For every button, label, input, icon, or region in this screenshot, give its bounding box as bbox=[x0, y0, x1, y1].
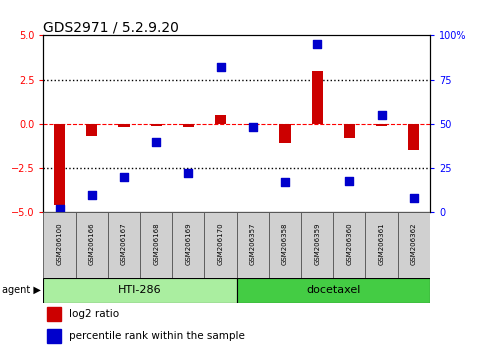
Text: GSM206359: GSM206359 bbox=[314, 223, 320, 265]
FancyBboxPatch shape bbox=[140, 212, 172, 278]
Text: GSM206362: GSM206362 bbox=[411, 223, 417, 265]
Text: GSM206169: GSM206169 bbox=[185, 223, 191, 265]
FancyBboxPatch shape bbox=[269, 212, 301, 278]
Text: GSM206361: GSM206361 bbox=[379, 223, 384, 265]
Point bbox=[88, 192, 96, 198]
Point bbox=[249, 125, 256, 130]
Text: GSM206167: GSM206167 bbox=[121, 223, 127, 265]
Bar bbox=[408, 124, 419, 150]
Bar bbox=[376, 124, 387, 126]
FancyBboxPatch shape bbox=[43, 212, 76, 278]
FancyBboxPatch shape bbox=[333, 212, 366, 278]
FancyBboxPatch shape bbox=[43, 278, 237, 303]
Point bbox=[120, 174, 128, 180]
Bar bbox=[247, 124, 258, 125]
Bar bbox=[118, 124, 129, 126]
Text: docetaxel: docetaxel bbox=[306, 285, 360, 295]
Point bbox=[281, 179, 289, 185]
Point bbox=[185, 171, 192, 176]
FancyBboxPatch shape bbox=[108, 212, 140, 278]
Bar bbox=[47, 329, 61, 343]
Bar bbox=[54, 124, 65, 205]
FancyBboxPatch shape bbox=[398, 212, 430, 278]
Bar bbox=[279, 124, 291, 143]
Text: GSM206357: GSM206357 bbox=[250, 223, 256, 265]
Text: percentile rank within the sample: percentile rank within the sample bbox=[69, 331, 244, 341]
Text: agent ▶: agent ▶ bbox=[2, 285, 41, 295]
Point bbox=[56, 206, 63, 212]
Bar bbox=[344, 124, 355, 138]
FancyBboxPatch shape bbox=[204, 212, 237, 278]
FancyBboxPatch shape bbox=[366, 212, 398, 278]
Bar bbox=[312, 71, 323, 124]
Bar bbox=[183, 124, 194, 126]
Bar bbox=[86, 124, 98, 136]
Text: GSM206168: GSM206168 bbox=[153, 223, 159, 265]
Point bbox=[152, 139, 160, 144]
Text: GSM206360: GSM206360 bbox=[346, 223, 353, 265]
Text: GSM206170: GSM206170 bbox=[217, 223, 224, 265]
FancyBboxPatch shape bbox=[172, 212, 204, 278]
Text: GDS2971 / 5.2.9.20: GDS2971 / 5.2.9.20 bbox=[43, 20, 179, 34]
Text: GSM206166: GSM206166 bbox=[89, 223, 95, 265]
Bar bbox=[151, 124, 162, 126]
Text: log2 ratio: log2 ratio bbox=[69, 309, 119, 319]
Point bbox=[345, 178, 353, 183]
FancyBboxPatch shape bbox=[301, 212, 333, 278]
Point bbox=[410, 195, 418, 201]
FancyBboxPatch shape bbox=[237, 278, 430, 303]
Text: GSM206100: GSM206100 bbox=[57, 223, 63, 265]
Point bbox=[313, 41, 321, 47]
Text: HTI-286: HTI-286 bbox=[118, 285, 162, 295]
Point bbox=[378, 112, 385, 118]
FancyBboxPatch shape bbox=[237, 212, 269, 278]
FancyBboxPatch shape bbox=[76, 212, 108, 278]
Point bbox=[217, 64, 225, 70]
Text: GSM206358: GSM206358 bbox=[282, 223, 288, 265]
Bar bbox=[47, 307, 61, 321]
Bar bbox=[215, 115, 226, 124]
